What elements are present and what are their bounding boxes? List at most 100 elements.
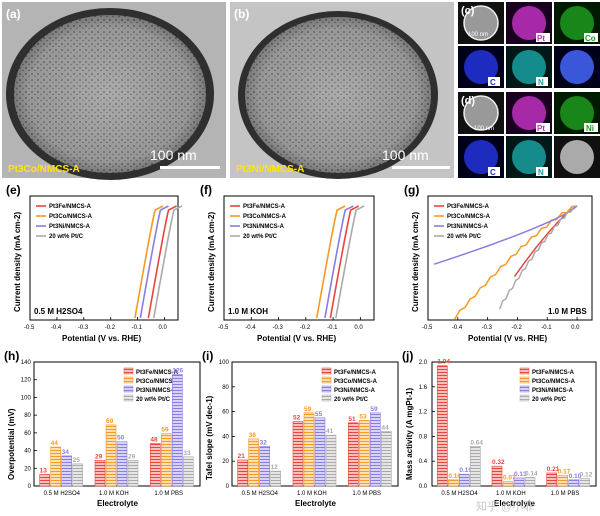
bar	[303, 412, 315, 487]
bar-value-label: 1.94	[437, 359, 450, 366]
legend-swatch	[519, 376, 530, 384]
plot-frame	[29, 195, 179, 321]
bar-value-label: 0.21	[547, 466, 560, 473]
bar-value-label: 0.64	[470, 439, 483, 446]
legend-label: 20 wt% Pt/C	[49, 234, 84, 240]
y-axis-title: Tafel slope (mV dec-1)	[205, 395, 214, 480]
bar	[50, 446, 61, 487]
bar	[513, 477, 525, 487]
bar-value-label: 0.14	[525, 470, 538, 477]
panel-letter: (h)	[4, 349, 19, 363]
bar	[470, 446, 481, 487]
bar-value-label: 50	[117, 435, 125, 442]
x-axis-title: Potential (V vs. RHE)	[468, 334, 547, 343]
y-tick-label: 1.2	[419, 410, 428, 416]
lsv-curve	[315, 205, 346, 319]
panel-letter: (j)	[402, 349, 413, 363]
y-tick-label: 0.4	[419, 459, 428, 465]
legend-label: Pt3Ni/NMCS-A	[334, 388, 376, 394]
bar	[381, 431, 392, 487]
legend-swatch	[321, 394, 332, 402]
y-tick-label: 80	[222, 385, 229, 391]
bar-value-label: 69	[106, 418, 114, 425]
bar	[568, 479, 579, 487]
bar	[105, 424, 117, 487]
bar	[437, 365, 448, 487]
y-tick-label: 100	[219, 360, 230, 366]
x-tick-label: -0.4	[245, 325, 256, 331]
bar-value-label: 0.10	[569, 473, 582, 480]
x-tick-label: 1.0 M PBS	[352, 491, 381, 497]
x-tick-label: -0.1	[541, 325, 552, 331]
bar-value-label: 55	[315, 411, 323, 418]
lsv-curve	[139, 205, 169, 319]
bar-value-label: 59	[370, 406, 378, 413]
bar-value-label: 0.19	[459, 467, 472, 474]
x-tick-label: 1.0 M KOH	[496, 491, 526, 497]
legend-label: Pt3Fe/NMCS-A	[243, 204, 286, 210]
y-tick-label: 1.6	[419, 385, 428, 391]
x-tick-label: 0.5 M H2SO4	[441, 491, 478, 497]
legend-swatch	[321, 367, 332, 375]
legend-label: Pt3Fe/NMCS-A	[49, 204, 92, 210]
bar	[237, 459, 248, 487]
x-tick-label: -0.2	[105, 325, 116, 331]
panel-c-map-co: Co	[585, 34, 596, 43]
x-tick-label: -0.1	[327, 325, 338, 331]
bar-value-label: 48	[150, 436, 158, 443]
panel-a-letter: (a)	[6, 7, 21, 21]
bar-value-label: 53	[359, 413, 367, 420]
bar	[370, 412, 381, 487]
y-tick-label: 40	[24, 449, 31, 455]
panel-b: (b) Pt3Ni/NMCS-A 100 nm	[230, 2, 454, 179]
bar-value-label: 44	[381, 424, 389, 431]
y-tick-label: 0.8	[419, 434, 428, 440]
y-axis-title: Overpotential (mV)	[7, 408, 16, 480]
bar-value-label: 32	[260, 439, 268, 446]
lsv-curve	[324, 205, 354, 319]
x-tick-label: -0.1	[132, 325, 143, 331]
legend-label: Pt3Ni/NMCS-A	[243, 224, 285, 230]
panel-letter: (e)	[6, 183, 21, 197]
bar	[557, 475, 568, 487]
bar	[459, 473, 470, 487]
bar	[172, 374, 183, 487]
x-tick-label: 0.5 M H2SO4	[44, 491, 81, 497]
x-tick-label: 1.0 M PBS	[551, 491, 580, 497]
y-axis-title: Current density (mA cm-2)	[13, 212, 22, 313]
legend-label: Pt3Ni/NMCS-A	[532, 388, 574, 394]
x-tick-label: -0.3	[273, 325, 284, 331]
bar	[150, 443, 161, 487]
x-tick-label: -0.4	[51, 325, 62, 331]
panel-c-scale: 100 nm	[468, 32, 488, 38]
legend-label: 20 wt% Pt/C	[136, 397, 171, 403]
bar	[39, 474, 50, 487]
x-tick-label: -0.5	[422, 325, 433, 331]
bar-value-label: 29	[95, 453, 103, 460]
panel-c-letter: (c)	[461, 5, 475, 17]
panel-letter: (f)	[200, 183, 212, 197]
bar-panel-j: 0.0 0.4 0.8 1.2 1.6 2.0 (j) Electrolyte Mass act…	[402, 349, 597, 508]
legend-swatch	[321, 376, 332, 384]
x-axis-title: Electrolyte	[97, 499, 138, 508]
y-tick-label: 120	[21, 378, 32, 384]
x-tick-label: 0.0	[571, 325, 580, 331]
legend-label: Pt3Co/NMCS-A	[334, 379, 378, 385]
panel-a-scale-text: 100 nm	[150, 147, 197, 163]
bar-value-label: 59	[304, 406, 312, 413]
charts-layer: -0.5 -0.4 -0.3 -0.2 -0.1 0.0 (e) Potential (V v…	[4, 183, 597, 508]
bar	[61, 455, 72, 487]
legend-swatch	[321, 385, 332, 393]
bar-panel-h: 0 20 40 60 80 100 120 140(h) Electrolyte Overpote…	[4, 349, 201, 508]
x-tick-label: -0.2	[300, 325, 311, 331]
legend-swatch	[123, 367, 134, 375]
bar-panel-i: 0 20 40 60 80 100 (i) Electrolyte Tafel slope (m…	[202, 349, 399, 508]
condition-label: 0.5 M H2SO4	[34, 307, 83, 316]
panel-c-map-n: N	[538, 78, 544, 87]
lsv-curve	[152, 205, 183, 319]
x-tick-label: -0.3	[78, 325, 89, 331]
bar-value-label: 44	[51, 440, 59, 447]
bar-value-label: 52	[293, 415, 301, 422]
bar-value-label: 21	[238, 453, 246, 460]
